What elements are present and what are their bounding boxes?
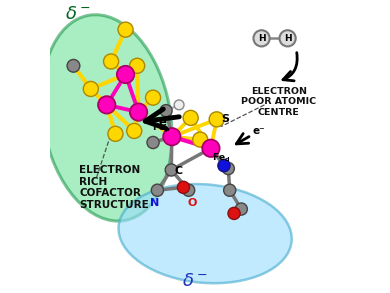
Circle shape [223, 184, 236, 196]
Text: $\delta^-$: $\delta^-$ [65, 5, 91, 23]
Circle shape [147, 137, 159, 149]
Circle shape [183, 184, 195, 196]
Circle shape [104, 54, 119, 69]
Circle shape [193, 132, 208, 147]
Circle shape [235, 203, 247, 215]
Text: Fe$_\mathregular{p}$: Fe$_\mathregular{p}$ [152, 122, 170, 135]
Circle shape [145, 90, 161, 105]
Circle shape [117, 66, 134, 83]
Circle shape [163, 128, 181, 145]
Circle shape [98, 96, 115, 114]
Text: H: H [258, 34, 265, 43]
Text: O: O [188, 198, 197, 208]
Circle shape [183, 110, 198, 125]
Circle shape [228, 207, 240, 219]
Text: S: S [222, 114, 229, 124]
Text: N: N [150, 198, 159, 208]
Ellipse shape [119, 184, 292, 283]
Text: e⁻: e⁻ [253, 127, 266, 137]
Circle shape [129, 58, 145, 73]
Text: H: H [284, 34, 291, 43]
Text: Fe$_\mathregular{d}$: Fe$_\mathregular{d}$ [212, 151, 230, 164]
Circle shape [160, 105, 172, 117]
Circle shape [254, 30, 269, 46]
Circle shape [127, 123, 142, 138]
Circle shape [130, 103, 147, 121]
Circle shape [202, 139, 220, 157]
Text: $\delta^-$: $\delta^-$ [182, 272, 208, 290]
Circle shape [151, 184, 163, 196]
Circle shape [218, 160, 230, 172]
Text: ELECTRON
RICH
COFACTOR
STRUCTURE: ELECTRON RICH COFACTOR STRUCTURE [79, 165, 149, 210]
Text: e⁻: e⁻ [159, 116, 173, 129]
Text: ELECTRON
POOR ATOMIC
CENTRE: ELECTRON POOR ATOMIC CENTRE [241, 87, 316, 117]
Circle shape [209, 112, 224, 127]
Text: C: C [175, 166, 183, 176]
Circle shape [280, 30, 296, 46]
Ellipse shape [41, 15, 172, 221]
Circle shape [174, 100, 184, 110]
Circle shape [118, 22, 133, 37]
Circle shape [83, 81, 98, 96]
Circle shape [222, 162, 234, 175]
Circle shape [177, 181, 190, 193]
Circle shape [67, 59, 80, 72]
Circle shape [108, 126, 123, 141]
Circle shape [165, 164, 177, 176]
